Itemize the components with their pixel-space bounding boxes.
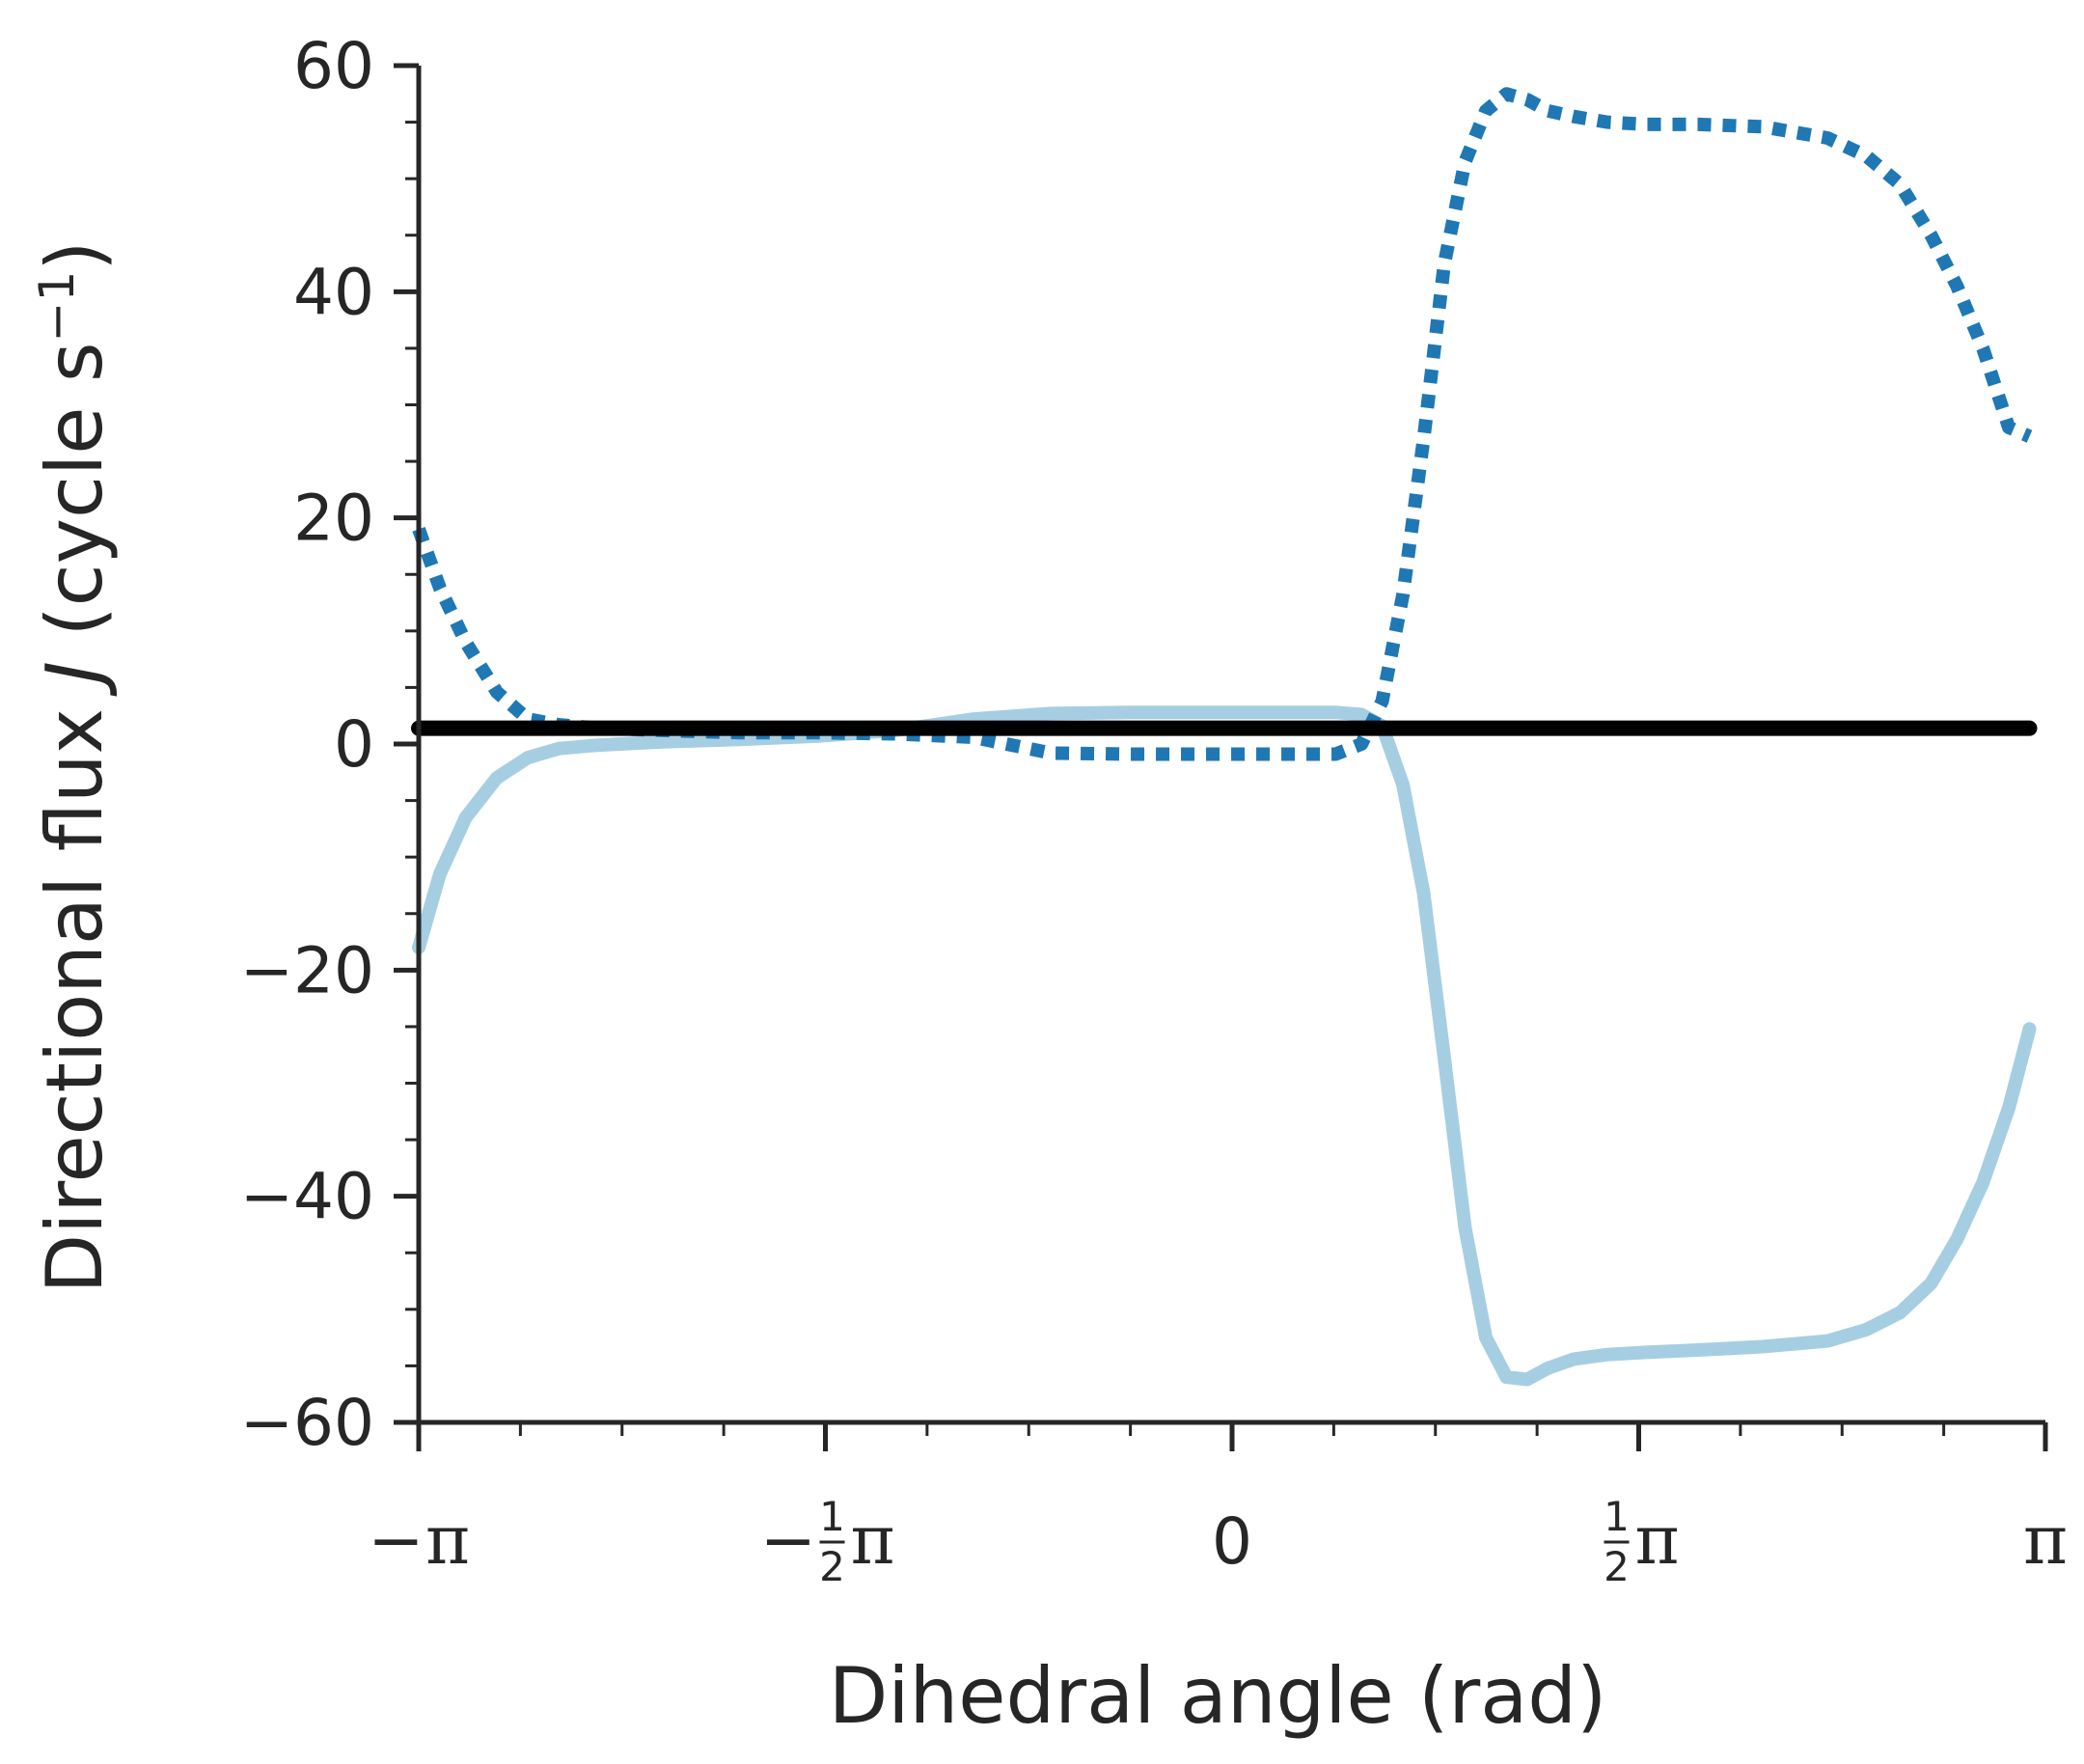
x-tick-label: −12 π [760, 1493, 895, 1590]
x-tick-frac-num: 1 [1604, 1493, 1630, 1540]
x-tick-pi: π [2023, 1501, 2068, 1580]
x-tick-frac-den: 2 [819, 1543, 845, 1590]
y-tick-label: −40 [240, 1160, 374, 1234]
series-line-1 [412, 705, 2037, 1387]
x-tick-frac-num: 1 [819, 1493, 845, 1540]
x-tick-pi: π [1635, 1501, 1680, 1580]
y-tick-label: −60 [240, 1386, 374, 1460]
y-tick-label: 20 [293, 482, 374, 556]
x-tick-label: 12 π [1604, 1493, 1679, 1590]
y-label-superscript: −1 [29, 271, 85, 343]
x-tick-pi: π [851, 1501, 895, 1580]
x-tick-sign: − [760, 1501, 817, 1580]
plot-lines [411, 87, 2038, 1387]
x-tick-label: − π [368, 1501, 470, 1580]
y-axis-label: Directional flux J (cycle s−1) [29, 241, 120, 1294]
x-axis-label: Dihedral angle (rad) [829, 1651, 1607, 1741]
x-tick-label: 0 [1212, 1504, 1252, 1579]
y-tick-label: 40 [293, 255, 374, 329]
series-line-2 [412, 87, 2033, 761]
y-tick-label: −20 [240, 933, 374, 1007]
y-label-part-3: ) [30, 241, 120, 271]
y-tick-label: 60 [293, 29, 374, 103]
x-tick-pi: π [425, 1501, 470, 1580]
x-tick-label: π [2023, 1501, 2068, 1580]
y-label-part-1: Directional flux [30, 684, 120, 1294]
y-tick-label: 0 [334, 707, 374, 782]
x-tick-sign: − [368, 1501, 425, 1580]
y-label-part-2: (cycle s [30, 342, 120, 661]
axis-labels: Dihedral angle (rad) Directional flux J … [29, 241, 1606, 1742]
x-tick-frac-den: 2 [1604, 1543, 1630, 1590]
